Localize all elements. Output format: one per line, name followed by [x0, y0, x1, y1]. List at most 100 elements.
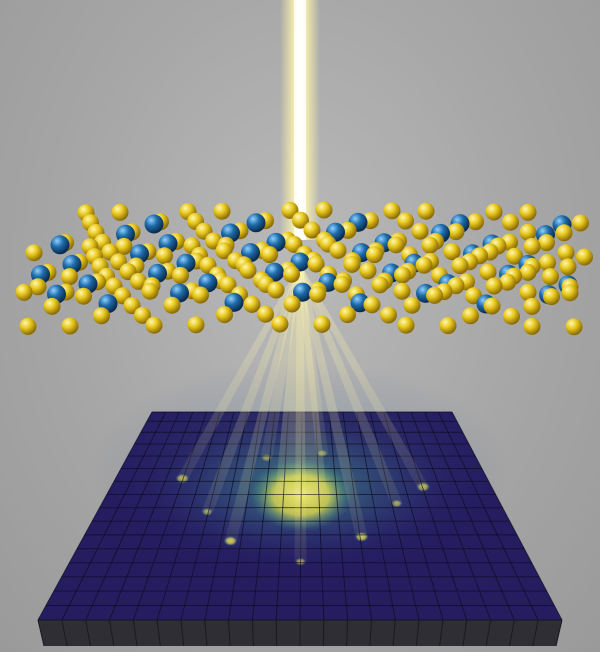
sulfur-atom [371, 276, 389, 294]
sulfur-atom [485, 277, 503, 295]
diffracted-ray [297, 268, 368, 537]
sulfur-atom [141, 282, 159, 300]
grid-edge-line [346, 619, 349, 647]
grid-line [204, 411, 248, 621]
grid-line [410, 411, 491, 621]
sulfur-atom [307, 255, 325, 273]
grid-edge-line [204, 619, 208, 647]
metal-atom [50, 235, 70, 255]
sulfur-atom [216, 306, 233, 324]
sulfur-atom [538, 234, 555, 252]
grid-line [37, 411, 153, 621]
sulfur-atom [239, 261, 257, 279]
sulfur-atom [111, 203, 129, 221]
sulfur-atom [283, 295, 301, 313]
sulfur-atom [339, 306, 356, 324]
grid-edge-line [275, 619, 278, 647]
sulfur-atom [559, 258, 577, 276]
grid-edge-line [322, 619, 325, 647]
sulfur-atom [523, 317, 541, 335]
metal-atom [144, 214, 164, 234]
sulfur-atom [267, 281, 285, 299]
sulfur-atom [519, 283, 537, 301]
metal-atom [224, 292, 244, 312]
sulfur-atom [380, 306, 397, 324]
sulfur-atom [343, 255, 361, 273]
sulfur-atom [561, 284, 579, 302]
sulfur-atom [443, 243, 461, 261]
diffracted-ray [224, 268, 303, 541]
sulfur-atom [483, 297, 501, 315]
grid-edge-line [415, 619, 420, 647]
sulfur-atom [134, 306, 151, 324]
sulfur-atom [315, 201, 333, 219]
sulfur-atom [499, 273, 516, 291]
sulfur-atom [15, 283, 33, 301]
grid-edge-line [61, 619, 68, 647]
metal-atom [246, 213, 266, 233]
sulfur-atom [542, 268, 559, 286]
sulfur-atom [271, 315, 289, 333]
grid-line [451, 411, 563, 621]
atomic-monolayer [15, 201, 593, 336]
sulfur-atom [29, 278, 47, 296]
electron-beam-core [294, 0, 306, 240]
sulfur-atom [503, 307, 520, 325]
sulfur-atom [333, 275, 351, 293]
sulfur-atom [403, 296, 421, 314]
sulfur-atom [506, 247, 523, 265]
diffracted-ray [176, 268, 303, 479]
sulfur-atom [479, 263, 497, 281]
grid-line [180, 411, 235, 621]
grid-edge-line [251, 619, 254, 647]
sulfur-atom [156, 247, 173, 265]
grid-edge-line [462, 619, 468, 647]
sulfur-atom [539, 254, 556, 272]
sulfur-atom [163, 296, 181, 314]
sulfur-atom [366, 246, 383, 264]
sulfur-atom [257, 305, 274, 323]
grid-edge-line [180, 619, 185, 647]
grid-edge-line [508, 619, 515, 647]
grid-line [85, 411, 180, 621]
sulfur-atom [523, 297, 541, 315]
sulfur-atom [447, 223, 465, 241]
diffracted-ray [260, 268, 303, 458]
grid-edge-line [156, 619, 161, 647]
sulfur-atom [485, 203, 503, 221]
sulfur-atom [502, 213, 519, 231]
sulfur-atom [421, 236, 439, 254]
sulfur-atom [19, 317, 37, 335]
sulfur-atom [187, 316, 205, 334]
diffracted-ray [294, 268, 307, 562]
sulfur-atom [462, 307, 479, 325]
sulfur-atom [61, 317, 79, 335]
sulfur-atom [359, 262, 377, 280]
sulfur-atom [519, 203, 537, 221]
sulfur-atom [576, 248, 593, 266]
sulfur-atom [397, 212, 414, 230]
grid-line [109, 411, 194, 621]
sulfur-atom [363, 296, 381, 314]
sulfur-atom [467, 213, 484, 231]
grid-line [132, 411, 207, 621]
grid-line [383, 411, 444, 621]
sulfur-atom [243, 295, 261, 313]
grid-line [328, 411, 349, 621]
sulfur-atom [329, 241, 347, 259]
sulfur-atom [43, 297, 61, 315]
sulfur-atom [417, 202, 435, 220]
grid-edge-line [85, 619, 92, 647]
grid-edge-line [132, 619, 138, 647]
sulfur-atom [145, 316, 163, 334]
grid-line [356, 411, 396, 621]
sulfur-atom [543, 288, 560, 306]
sulfur-atom [519, 263, 537, 281]
sulfur-atom [261, 246, 278, 264]
grid-edge-line [485, 619, 492, 647]
sulfur-atom [415, 256, 433, 274]
sulfur-atom [383, 202, 401, 220]
grid-edge-line [369, 619, 372, 647]
sulfur-atom [219, 276, 237, 294]
grid-edge-line [555, 619, 563, 647]
